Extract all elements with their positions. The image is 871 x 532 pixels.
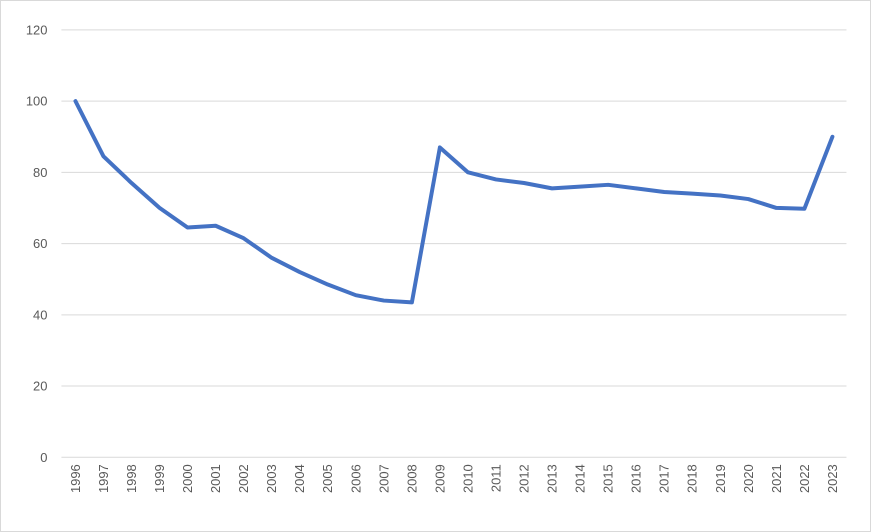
x-axis-tick-label: 2015 <box>601 464 616 493</box>
y-axis-tick-label: 60 <box>33 236 47 251</box>
x-axis-tick-label: 1998 <box>124 464 139 493</box>
x-axis-tick-label: 2021 <box>769 464 784 493</box>
x-axis-tick-label: 2002 <box>236 464 251 493</box>
x-axis-tick-label: 2020 <box>741 464 756 493</box>
data-series-line <box>73 99 835 305</box>
x-axis-tick-label: 2011 <box>488 464 503 492</box>
x-axis-tick-label: 2017 <box>657 464 672 493</box>
x-axis-tick-label: 2001 <box>208 464 223 493</box>
x-axis-tick-label: 2012 <box>517 464 532 493</box>
x-axis-tick-label: 2019 <box>713 464 728 493</box>
x-axis-tick-label: 2008 <box>404 464 419 493</box>
y-axis-tick-label: 80 <box>33 165 47 180</box>
x-axis-tick-label: 2006 <box>348 464 363 493</box>
y-axis-tick-label: 100 <box>26 94 48 109</box>
x-axis-tick-label: 2018 <box>685 464 700 493</box>
x-axis-tick-label: 2014 <box>573 464 588 493</box>
x-axis-tick-label: 2004 <box>292 464 307 493</box>
x-axis-tick-label: 2007 <box>376 464 391 493</box>
x-axis-tick-label: 2016 <box>629 464 644 493</box>
x-axis-tick-label: 2013 <box>545 464 560 493</box>
x-axis-tick-label: 2022 <box>797 464 812 493</box>
x-axis-tick-label: 2010 <box>460 464 475 493</box>
x-axis-tick-label: 2005 <box>320 464 335 493</box>
x-axis-tick-label: 2023 <box>825 464 840 493</box>
x-axis-tick-label: 1997 <box>96 464 111 493</box>
x-axis-tick-label: 1996 <box>68 464 83 493</box>
y-axis-tick-label: 120 <box>26 22 48 37</box>
x-axis-tick-label: 1999 <box>152 464 167 493</box>
x-axis-tick-label: 2000 <box>180 464 195 493</box>
x-axis-tick-label: 2009 <box>432 464 447 493</box>
y-axis-tick-label: 40 <box>33 307 47 322</box>
y-axis-tick-label: 20 <box>33 379 47 394</box>
x-axis-tick-label: 2003 <box>264 464 279 493</box>
y-axis-tick-label: 0 <box>40 450 47 465</box>
